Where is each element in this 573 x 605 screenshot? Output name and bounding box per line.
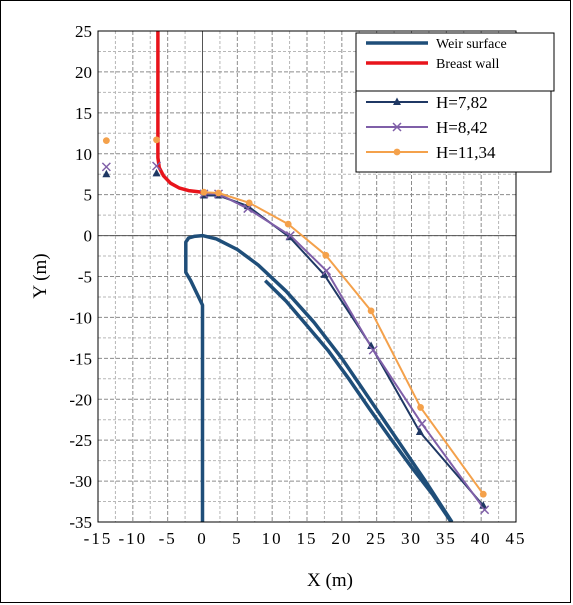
series-point-4-1 bbox=[153, 136, 160, 144]
y-axis-title: Y (m) bbox=[30, 253, 51, 298]
series-line-3 bbox=[203, 192, 486, 511]
y-tick-label: -15 bbox=[69, 349, 92, 368]
series-point-3-6 bbox=[321, 266, 332, 276]
x-tick-label: 20 bbox=[331, 529, 352, 548]
legend-label-4: H=11,34 bbox=[436, 143, 496, 162]
y-tick-label: -30 bbox=[69, 472, 92, 491]
x-tick-label: 0 bbox=[197, 529, 208, 548]
series-line-1-0 bbox=[156, 31, 203, 194]
x-tick-label: -5 bbox=[159, 529, 177, 548]
legend-label-2: H=7,82 bbox=[436, 93, 488, 112]
series-point-4-4 bbox=[245, 199, 253, 207]
x-tick-label: 15 bbox=[297, 529, 318, 548]
y-tick-label: 25 bbox=[75, 22, 92, 41]
series-point-2-1 bbox=[152, 168, 161, 177]
y-tick-label: 5 bbox=[84, 186, 93, 205]
series-point-2-8 bbox=[415, 427, 424, 435]
series-line-0-0 bbox=[184, 233, 454, 522]
legend-marker-4 bbox=[393, 148, 401, 156]
series-point-2-7 bbox=[367, 341, 376, 350]
series-lines bbox=[156, 31, 486, 522]
series-point-4-3 bbox=[215, 189, 222, 197]
y-tick-label: -10 bbox=[69, 308, 92, 327]
series-point-3-0 bbox=[101, 162, 111, 172]
x-tick-label: 45 bbox=[506, 529, 527, 548]
series-point-3-9 bbox=[480, 505, 490, 515]
series-point-3-8 bbox=[417, 419, 427, 429]
y-tick-label: 10 bbox=[75, 145, 92, 164]
y-tick-label: -35 bbox=[69, 513, 92, 532]
series-line-0-1 bbox=[263, 279, 453, 522]
legend-label-0: Weir surface bbox=[436, 37, 507, 52]
x-tick-label: 30 bbox=[401, 529, 422, 548]
x-axis-title: X (m) bbox=[307, 570, 353, 591]
series-line-4 bbox=[203, 191, 485, 495]
series-point-4-8 bbox=[417, 404, 424, 411]
x-tick-label: -10 bbox=[118, 529, 147, 548]
series-point-3-7 bbox=[368, 345, 378, 355]
series-point-2-6 bbox=[320, 270, 329, 278]
y-tick-label: 20 bbox=[75, 63, 92, 82]
y-tick-label: -5 bbox=[78, 268, 92, 287]
series-point-4-0 bbox=[102, 137, 110, 145]
series-point-4-7 bbox=[367, 307, 375, 315]
legend-marker-3 bbox=[392, 122, 402, 132]
series-point-2-0 bbox=[102, 169, 111, 178]
x-tick-label: 5 bbox=[232, 529, 243, 548]
legend-box-bottom bbox=[355, 90, 552, 173]
y-tick-labels: -35 -30 -25 -20 -15 -10 -5 0 5 10 15 20 25 bbox=[69, 22, 92, 532]
y-tick-label: 15 bbox=[75, 104, 92, 123]
series-point-4-5 bbox=[284, 220, 292, 228]
legend: Weir surface Breast wall H=7,82 H=8,42 H=11,… bbox=[355, 32, 555, 173]
x-tick-label: 35 bbox=[436, 529, 457, 548]
legend-marker-2 bbox=[393, 97, 401, 105]
legend-label-1: Breast wall bbox=[436, 57, 499, 72]
x-tick-label: 10 bbox=[262, 529, 283, 548]
legend-label-3: H=8,42 bbox=[436, 118, 488, 137]
y-tick-label: -20 bbox=[69, 390, 92, 409]
series-point-4-9 bbox=[479, 490, 487, 498]
x-tick-label: -15 bbox=[84, 529, 113, 548]
x-tick-labels: -15 -10 -5 0 5 10 15 20 25 30 35 40 45 bbox=[84, 529, 527, 548]
y-tick-label: 0 bbox=[84, 227, 93, 246]
series-point-4-6 bbox=[322, 251, 330, 259]
series-markers bbox=[101, 136, 490, 515]
y-tick-label: -25 bbox=[69, 431, 92, 450]
series-point-3-1 bbox=[151, 161, 162, 171]
series-point-4-2 bbox=[200, 188, 208, 196]
x-tick-label: 25 bbox=[366, 529, 387, 548]
plot-border bbox=[97, 30, 517, 523]
x-tick-label: 40 bbox=[471, 529, 492, 548]
series-point-3-5 bbox=[285, 231, 295, 241]
